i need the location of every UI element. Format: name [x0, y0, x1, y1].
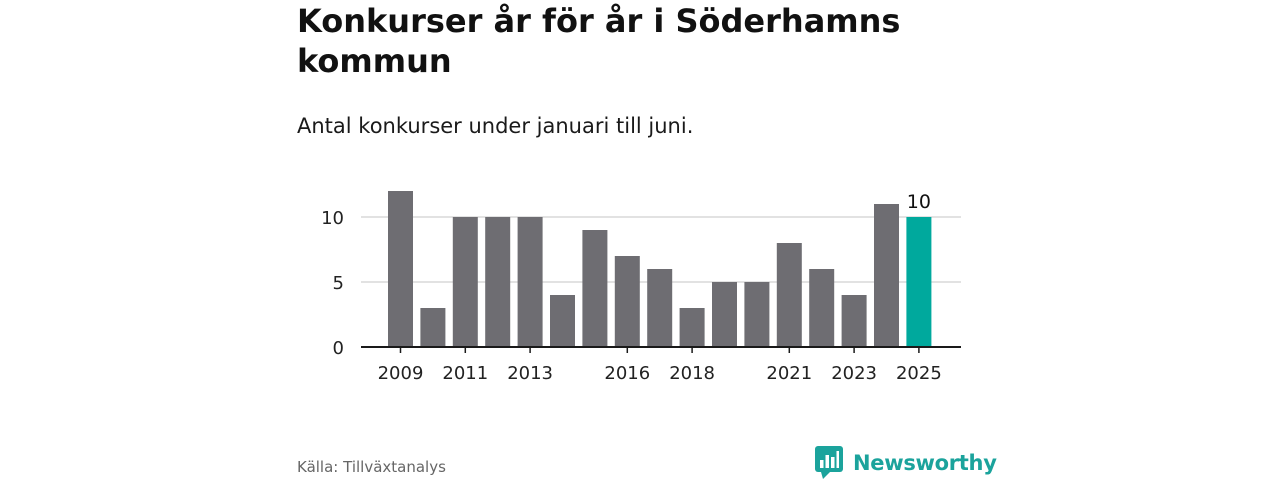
bar-chart-speech-bubble-icon	[815, 446, 843, 479]
source-note: Källa: Tillväxtanalys	[297, 458, 446, 476]
x-tick-label: 2016	[604, 363, 650, 384]
bar-2018	[679, 308, 705, 347]
bar-2021	[776, 243, 802, 347]
bar-2009	[388, 191, 413, 347]
y-tick-label: 0	[333, 338, 344, 359]
bar-2024	[874, 204, 899, 347]
bar-2014	[550, 295, 575, 347]
brand-link[interactable]: Newsworthy	[815, 446, 997, 480]
bar-2015	[582, 230, 608, 347]
data-label: 10	[907, 191, 931, 213]
bars	[388, 191, 932, 347]
bar-2013	[517, 217, 543, 347]
x-tick-label: 2013	[507, 363, 553, 384]
x-tick-label: 2023	[831, 363, 877, 384]
bar-2017	[647, 269, 673, 347]
axes	[361, 346, 961, 353]
x-tick-label: 2018	[669, 363, 715, 384]
chart-title: Konkurser år för år i Söderhamns kommun	[297, 2, 901, 80]
y-tick-label: 10	[321, 208, 344, 229]
y-tick-label: 5	[333, 273, 344, 294]
labels: 0 5 10 2009 2011 2013 2016 2018 2021 2023 2025 10	[321, 191, 942, 384]
x-tick-label: 2021	[766, 363, 812, 384]
x-tick-label: 2009	[378, 363, 424, 384]
bar-2023	[841, 295, 867, 347]
bar-2010	[420, 308, 446, 347]
bar-chart: 0 5 10 2009 2011 2013 2016 2018 2021 2023 2025 10	[321, 191, 961, 384]
bar-2016	[614, 256, 640, 347]
chart-subtitle: Antal konkurser under januari till juni.	[297, 114, 694, 138]
bar-2020	[744, 282, 770, 347]
bar-2022	[809, 269, 835, 347]
bar-2019	[712, 282, 737, 347]
x-tick-label: 2011	[442, 363, 488, 384]
brand-name: Newsworthy	[853, 451, 997, 475]
bar-2011	[452, 217, 478, 347]
x-tick-label: 2025	[896, 363, 942, 384]
bar-2012	[485, 217, 511, 347]
bar-2025	[906, 217, 932, 347]
